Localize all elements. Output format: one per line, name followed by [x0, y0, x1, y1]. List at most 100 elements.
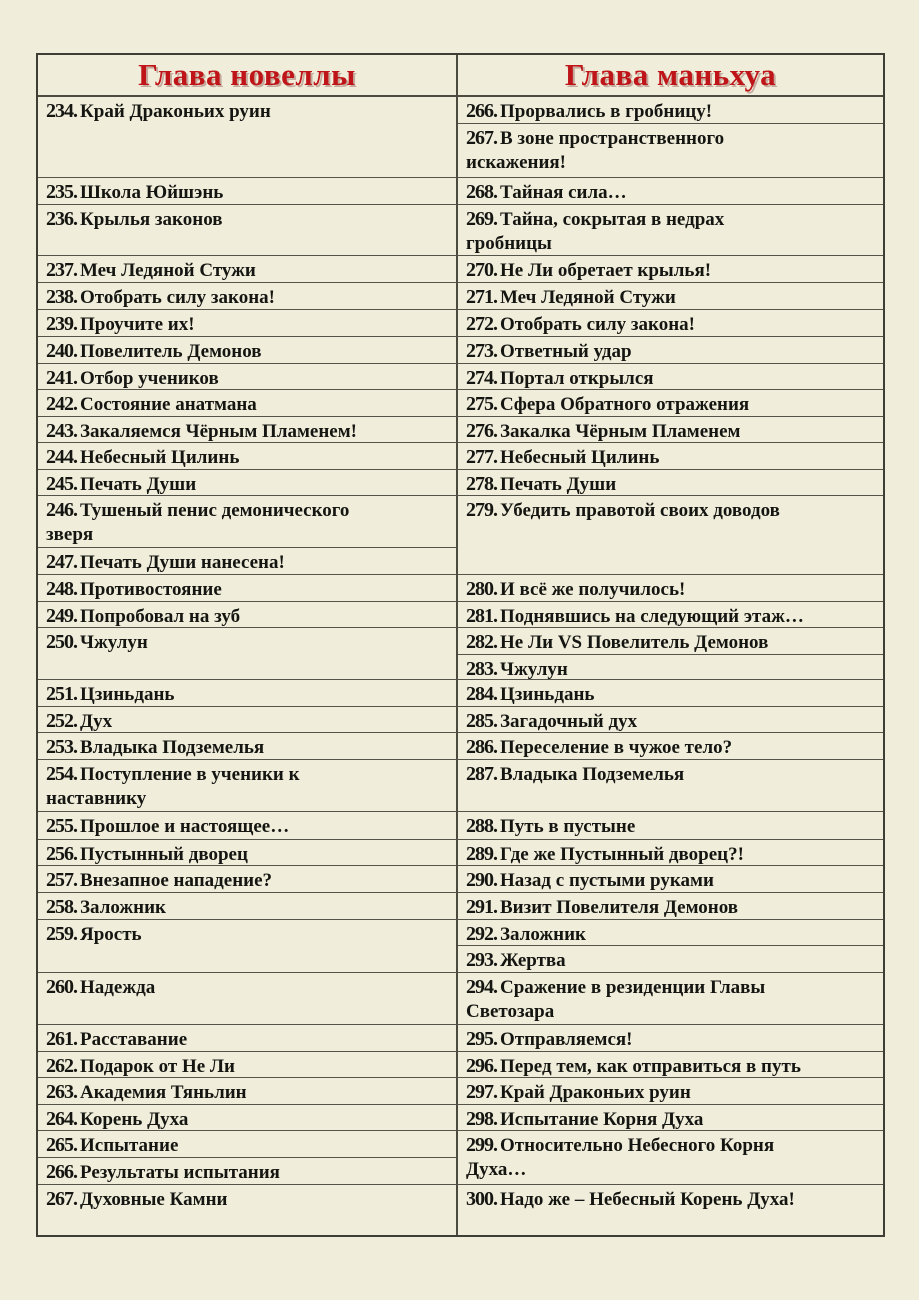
chapter-cell: 249. Попробовал на зуб: [38, 602, 458, 628]
chapter-number: 293.: [466, 949, 498, 971]
chapter-number: 272.: [466, 313, 498, 335]
chapter-number: 299.: [466, 1134, 498, 1156]
chapter-number: 268.: [466, 181, 498, 203]
chapter-cell: 246. Тушеный пенис демонического зверя: [38, 496, 458, 548]
chapter-title: Противостояние: [80, 579, 222, 600]
chapter-cell: 238. Отобрать силу закона!: [38, 283, 458, 310]
chapter-title: Закаляемся Чёрным Пламенем!: [80, 421, 358, 442]
chapter-title: Отобрать силу закона!: [500, 314, 695, 335]
chapter-title: Сфера Обратного отражения: [500, 394, 750, 415]
chapter-number: 294.: [466, 976, 498, 998]
chapter-title: Прорвались в гробницу!: [500, 101, 713, 122]
chapter-cell: 299. Относительно Небесного Корня Духа…: [458, 1131, 883, 1185]
chapter-number: 266.: [46, 1161, 78, 1183]
chapter-cell: 286. Переселение в чужое тело?: [458, 733, 883, 760]
chapter-cell: 279. Убедить правотой своих доводов: [458, 496, 883, 575]
chapter-title: Школа Юйшэнь: [80, 182, 224, 203]
chapter-title: Убедить правотой своих доводов: [500, 500, 780, 521]
chapter-title: Визит Повелителя Демонов: [500, 897, 739, 918]
chapter-number: 300.: [466, 1188, 498, 1210]
chapter-cell: 295. Отправляемся!: [458, 1025, 883, 1052]
chapter-cell: 260. Надежда: [38, 973, 458, 1025]
chapter-cell: 270. Не Ли обретает крылья!: [458, 256, 883, 283]
chapter-number: 281.: [466, 605, 498, 627]
chapter-number: 286.: [466, 736, 498, 758]
chapter-number: 275.: [466, 393, 498, 415]
chapter-title: Печать Души: [500, 474, 617, 495]
chapter-number: 261.: [46, 1028, 78, 1050]
chapter-title: Печать Души нанесена!: [80, 552, 285, 573]
chapter-number: 235.: [46, 181, 78, 203]
chapter-title: Цзиньдань: [80, 684, 175, 705]
chapter-title: Тайна, сокрытая в недрах гробницы: [466, 209, 725, 254]
chapter-cell: 261. Расставание: [38, 1025, 458, 1052]
chapter-title: Сражение в резиденции Главы Светозара: [466, 977, 766, 1022]
chapter-title: Тушеный пенис демонического зверя: [46, 500, 350, 545]
chapter-number: 277.: [466, 446, 498, 468]
chapter-number: 264.: [46, 1108, 78, 1130]
chapter-number: 257.: [46, 869, 78, 891]
chapter-cell: 290. Назад с пустыми руками: [458, 866, 883, 893]
chapter-number: 236.: [46, 208, 78, 230]
chapter-number: 258.: [46, 896, 78, 918]
chapter-cell: 250. Чжулун: [38, 628, 458, 680]
chapter-title: Поднявшись на следующий этаж…: [500, 606, 804, 627]
chapter-title: Печать Души: [80, 474, 197, 495]
chapter-title: Назад с пустыми руками: [500, 870, 714, 891]
chapter-cell: 258. Заложник: [38, 893, 458, 920]
chapter-title: Закалка Чёрным Пламенем: [500, 421, 741, 442]
chapter-cell: 285. Загадочный дух: [458, 707, 883, 733]
chapter-title: Попробовал на зуб: [80, 606, 241, 627]
chapter-cell: 237. Меч Ледяной Стужи: [38, 256, 458, 283]
chapter-title: Перед тем, как отправиться в путь: [500, 1056, 801, 1077]
chapter-title: Край Драконьих руин: [80, 101, 271, 122]
chapter-cell: 271. Меч Ледяной Стужи: [458, 283, 883, 310]
chapter-title: Прошлое и настоящее…: [80, 816, 290, 837]
chapter-title: Отправляемся!: [500, 1029, 633, 1050]
chapter-cell: 273. Ответный удар: [458, 337, 883, 364]
chapter-title: Заложник: [80, 897, 167, 918]
chapter-cell: 278. Печать Души: [458, 470, 883, 496]
chapter-cell: 257. Внезапное нападение?: [38, 866, 458, 893]
chapter-cell: 252. Дух: [38, 707, 458, 733]
chapter-title: Духовные Камни: [80, 1189, 228, 1210]
chapter-cell: 265. Испытание: [38, 1131, 458, 1158]
chapter-title: Крылья законов: [80, 209, 223, 230]
chapter-number: 280.: [466, 578, 498, 600]
chapter-number: 256.: [46, 843, 78, 865]
chapter-number: 249.: [46, 605, 78, 627]
chapter-number: 246.: [46, 499, 78, 521]
chapter-number: 269.: [466, 208, 498, 230]
chapter-cell: 297. Край Драконьих руин: [458, 1078, 883, 1105]
chapter-cell: 251. Цзиньдань: [38, 680, 458, 707]
chapter-cell: 264. Корень Духа: [38, 1105, 458, 1131]
chapter-number: 250.: [46, 631, 78, 653]
chapter-number: 252.: [46, 710, 78, 732]
chapter-title: Повелитель Демонов: [80, 341, 262, 362]
chapter-title: Где же Пустынный дворец?!: [500, 844, 744, 865]
chapter-number: 279.: [466, 499, 498, 521]
chapter-title: Результаты испытания: [80, 1162, 280, 1183]
chapter-number: 292.: [466, 923, 498, 945]
chapter-number: 267.: [466, 127, 498, 149]
chapter-number: 267.: [46, 1188, 78, 1210]
chapter-number: 242.: [46, 393, 78, 415]
chapter-number: 248.: [46, 578, 78, 600]
chapter-cell: 272. Отобрать силу закона!: [458, 310, 883, 337]
chapter-number: 255.: [46, 815, 78, 837]
chapter-cell: 269. Тайна, сокрытая в недрах гробницы: [458, 205, 883, 256]
chapter-title: Испытание Корня Духа: [500, 1109, 704, 1130]
chapter-number: 288.: [466, 815, 498, 837]
chapter-cell: 253. Владыка Подземелья: [38, 733, 458, 760]
chapter-title: Не Ли обретает крылья!: [500, 260, 712, 281]
chapter-title: Ярость: [80, 924, 142, 945]
chapter-title: Чжулун: [500, 659, 568, 680]
chapters-grid: Глава новеллы Глава маньхуа 234. Край Дра…: [38, 55, 883, 1235]
chapter-number: 254.: [46, 763, 78, 785]
chapter-cell: 240. Повелитель Демонов: [38, 337, 458, 364]
chapter-number: 263.: [46, 1081, 78, 1103]
chapter-title: Подарок от Не Ли: [80, 1056, 236, 1077]
chapter-number: 241.: [46, 367, 78, 389]
chapter-title: Переселение в чужое тело?: [500, 737, 733, 758]
chapter-cell: 292. Заложник: [458, 920, 883, 946]
